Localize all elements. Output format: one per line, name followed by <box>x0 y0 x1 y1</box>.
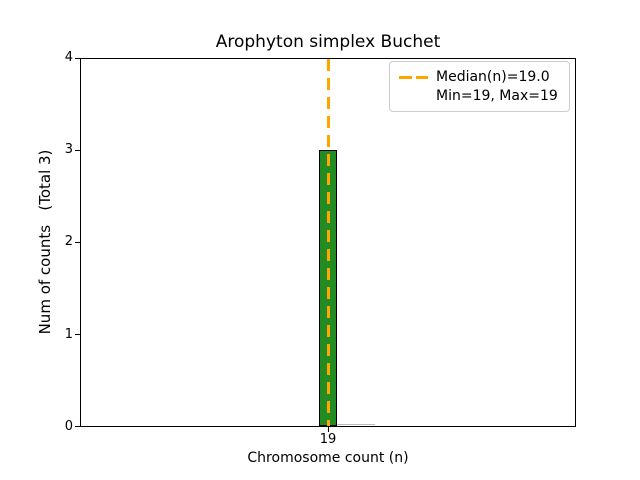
x-axis-label: Chromosome count (n) <box>247 450 409 466</box>
legend-row-minmax: Min=19, Max=19 <box>399 87 561 106</box>
y-axis-label: Num of counts (Total 3) <box>36 149 54 335</box>
plot-area: Median(n)=19.0 Min=19, Max=19 <box>80 58 576 427</box>
y-tick-label-2: 2 <box>64 234 73 249</box>
legend-swatch-spacer <box>399 95 436 96</box>
y-tick-label-4: 4 <box>64 50 73 65</box>
y-tick-mark-1 <box>75 334 80 335</box>
legend-box: Median(n)=19.0 Min=19, Max=19 <box>389 61 570 112</box>
x-tick-mark-19 <box>328 427 329 432</box>
y-tick-label-0: 0 <box>64 419 73 434</box>
median-dash-icon <box>399 75 428 79</box>
zero-height-bin-edge <box>337 424 375 425</box>
y-tick-mark-3 <box>75 150 80 151</box>
x-tick-label-19: 19 <box>319 432 337 447</box>
chart-title: Arophyton simplex Buchet <box>215 32 441 52</box>
y-tick-label-1: 1 <box>64 327 73 342</box>
legend-label-median: Median(n)=19.0 <box>436 69 550 86</box>
y-tick-mark-2 <box>75 242 80 243</box>
y-tick-label-3: 3 <box>64 142 73 157</box>
legend-label-minmax: Min=19, Max=19 <box>436 87 558 104</box>
y-tick-mark-0 <box>75 426 80 427</box>
median-dashed-line <box>327 59 330 426</box>
legend-row-median: Median(n)=19.0 <box>399 68 561 87</box>
y-tick-mark-4 <box>75 58 80 59</box>
